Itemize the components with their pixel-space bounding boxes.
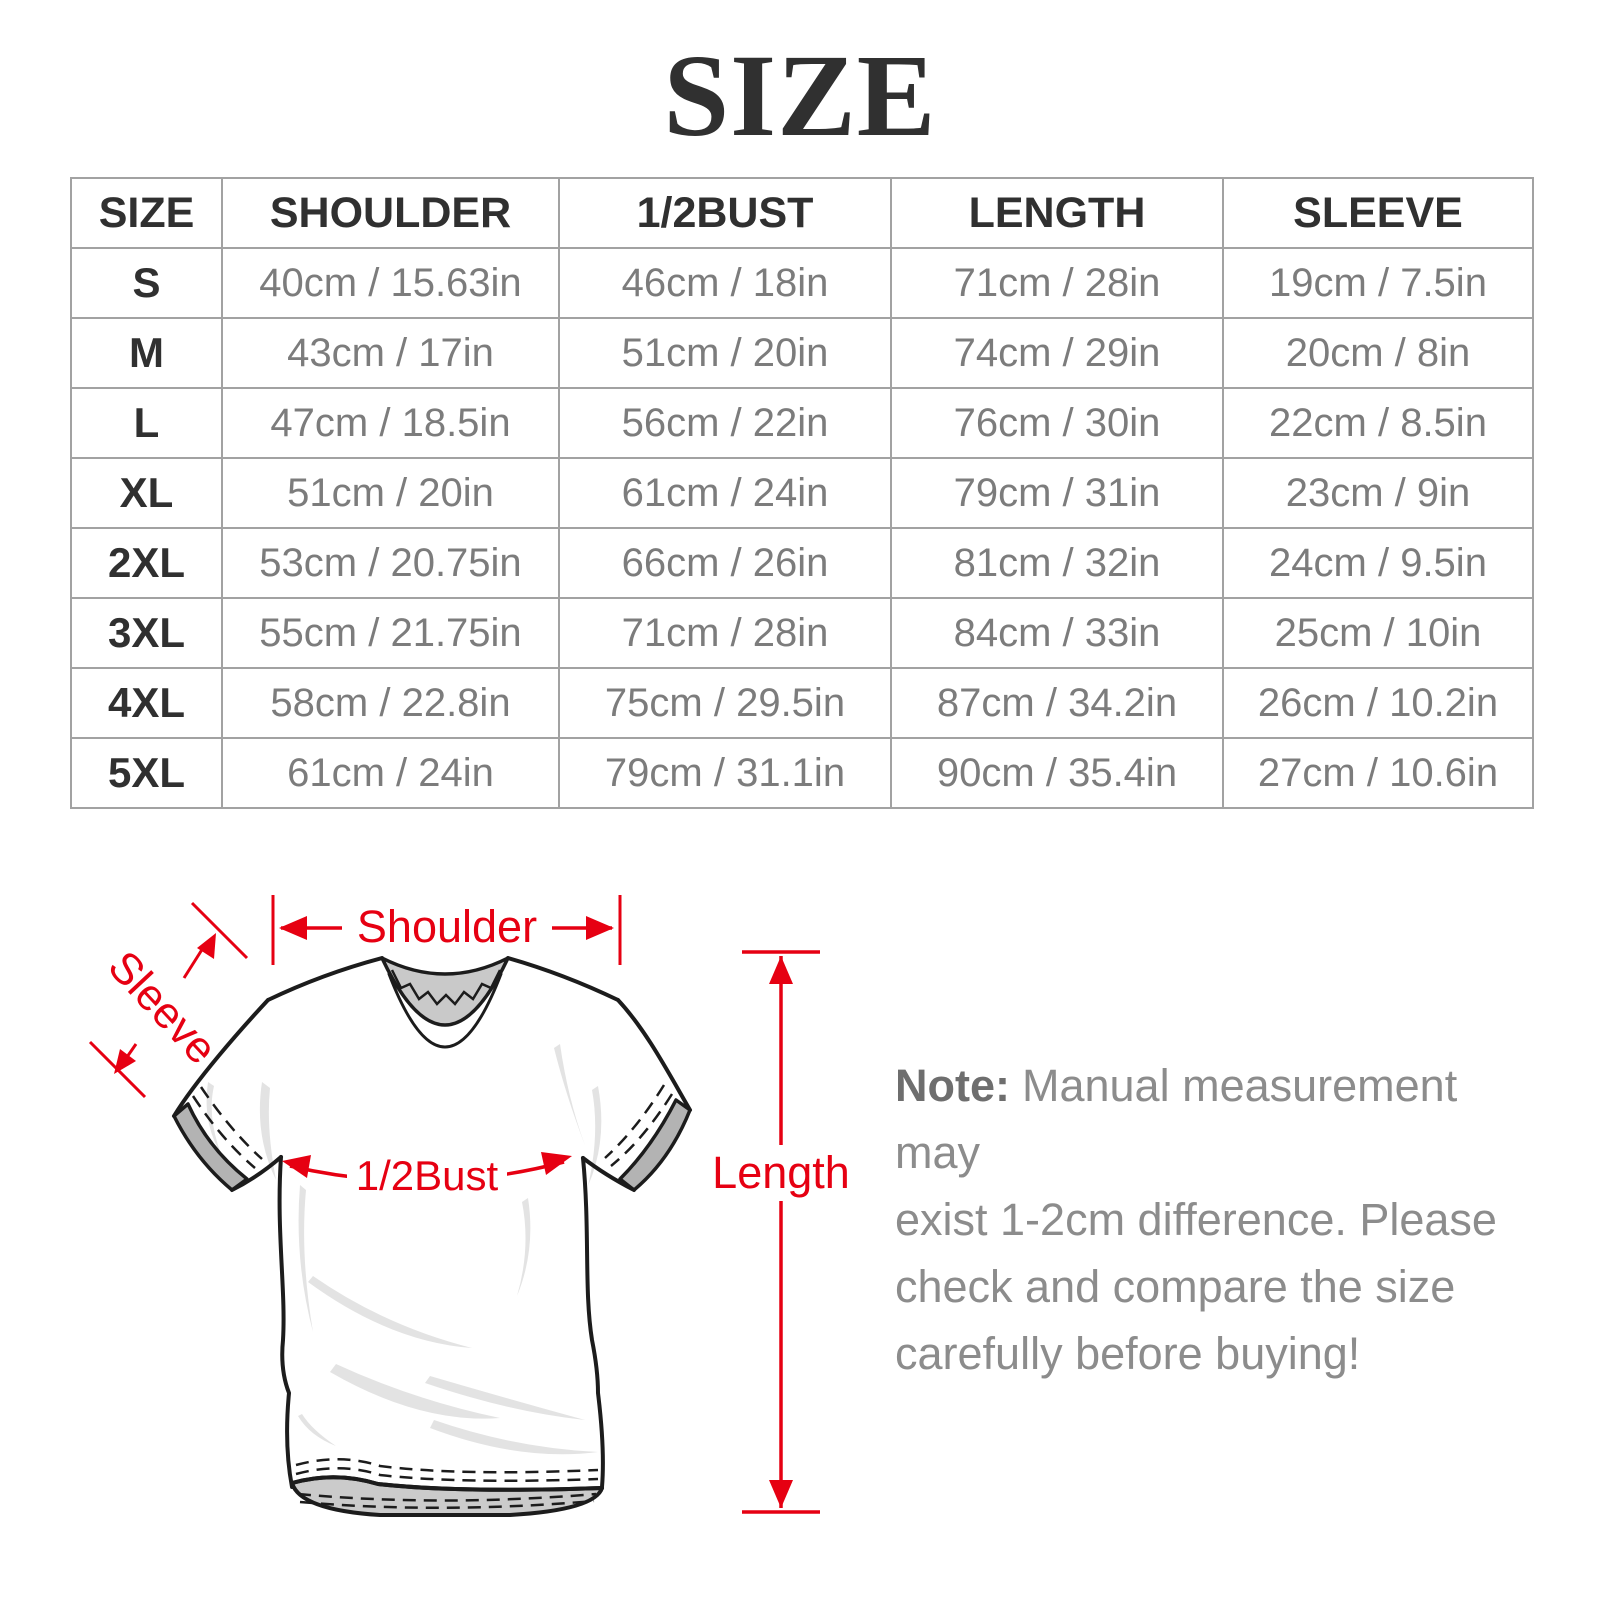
- size-label-cell: M: [70, 317, 223, 389]
- measurement-cell: 40cm / 15.63in: [221, 247, 560, 319]
- measurement-cell: 58cm / 22.8in: [221, 667, 560, 739]
- column-header: SIZE: [70, 177, 223, 249]
- measurement-cell: 26cm / 10.2in: [1222, 667, 1534, 739]
- table-row: 3XL 55cm / 21.75in 71cm / 28in 84cm / 33in 2…: [70, 597, 1534, 669]
- measurement-cell: 23cm / 9in: [1222, 457, 1534, 529]
- measurement-cell: 84cm / 33in: [890, 597, 1224, 669]
- table-row: L 47cm / 18.5in 56cm / 22in 76cm / 30in 22cm…: [70, 387, 1534, 459]
- measurement-cell: 55cm / 21.75in: [221, 597, 560, 669]
- collar-band: [380, 956, 510, 1027]
- table-row: XL 51cm / 20in 61cm / 24in 79cm / 31in 23cm …: [70, 457, 1534, 529]
- size-label-cell: 3XL: [70, 597, 223, 669]
- size-label-cell: XL: [70, 457, 223, 529]
- measurement-cell: 75cm / 29.5in: [558, 667, 892, 739]
- measurement-cell: 61cm / 24in: [558, 457, 892, 529]
- measurement-cell: 90cm / 35.4in: [890, 737, 1224, 809]
- tshirt-illustration: [172, 956, 692, 1517]
- note-line: carefully before buying!: [895, 1328, 1361, 1379]
- measurement-cell: 46cm / 18in: [558, 247, 892, 319]
- table-row: S 40cm / 15.63in 46cm / 18in 71cm / 28in 19c…: [70, 247, 1534, 319]
- measurement-cell: 76cm / 30in: [890, 387, 1224, 459]
- measurement-cell: 79cm / 31in: [890, 457, 1224, 529]
- measurement-cell: 51cm / 20in: [558, 317, 892, 389]
- size-label-cell: 5XL: [70, 737, 223, 809]
- front-neckline-seam: [387, 972, 503, 1049]
- measurement-cell: 56cm / 22in: [558, 387, 892, 459]
- measurement-cell: 79cm / 31.1in: [558, 737, 892, 809]
- measurement-cell: 22cm / 8.5in: [1222, 387, 1534, 459]
- measurement-cell: 66cm / 26in: [558, 527, 892, 599]
- collar-zigzag-stitch: [390, 969, 502, 1006]
- header-row: SIZE SHOULDER 1/2BUST LENGTH SLEEVE: [70, 177, 1534, 249]
- table-row: 5XL 61cm / 24in 79cm / 31.1in 90cm / 35.4in…: [70, 737, 1534, 809]
- measurement-note: Note: Manual measurement may exist 1-2cm …: [895, 1052, 1520, 1387]
- table-row: 4XL 58cm / 22.8in 75cm / 29.5in 87cm / 34.2…: [70, 667, 1534, 739]
- page-title: SIZE: [663, 30, 937, 161]
- note-line: Note: Manual measurement may: [895, 1052, 1520, 1186]
- note-line1-text: Manual measurement may: [895, 1060, 1458, 1178]
- column-header: SHOULDER: [221, 177, 560, 249]
- hem-underlayer: [290, 1475, 604, 1517]
- note-line: check and compare the size: [895, 1261, 1456, 1312]
- shoulder-annotation-label: Shoulder: [342, 898, 552, 956]
- measurement-cell: 71cm / 28in: [890, 247, 1224, 319]
- size-table: SIZE SHOULDER 1/2BUST LENGTH SLEEVE S 40cm / …: [70, 177, 1534, 809]
- measurement-cell: 27cm / 10.6in: [1222, 737, 1534, 809]
- wrinkle-shading: [206, 1044, 602, 1455]
- measurement-cell: 43cm / 17in: [221, 317, 560, 389]
- measurement-cell: 61cm / 24in: [221, 737, 560, 809]
- measurement-cell: 87cm / 34.2in: [890, 667, 1224, 739]
- measurement-cell: 51cm / 20in: [221, 457, 560, 529]
- measurement-cell: 71cm / 28in: [558, 597, 892, 669]
- note-label: Note:: [895, 1060, 1010, 1111]
- size-label-cell: 2XL: [70, 527, 223, 599]
- size-label-cell: 4XL: [70, 667, 223, 739]
- measurement-cell: 24cm / 9.5in: [1222, 527, 1534, 599]
- tshirt-outline: [172, 956, 692, 1492]
- measurement-cell: 47cm / 18.5in: [221, 387, 560, 459]
- length-annotation-label: Length: [703, 1145, 859, 1201]
- measurement-cell: 74cm / 29in: [890, 317, 1224, 389]
- measurement-cell: 53cm / 20.75in: [221, 527, 560, 599]
- size-label-cell: L: [70, 387, 223, 459]
- column-header: LENGTH: [890, 177, 1224, 249]
- note-line: exist 1-2cm difference. Please: [895, 1194, 1497, 1245]
- bust-annotation-label: 1/2Bust: [347, 1149, 507, 1203]
- table-row: 2XL 53cm / 20.75in 66cm / 26in 81cm / 32in 2…: [70, 527, 1534, 599]
- left-cuff: [172, 1102, 249, 1192]
- right-cuff: [618, 1098, 692, 1192]
- column-header: 1/2BUST: [558, 177, 892, 249]
- column-header: SLEEVE: [1222, 177, 1534, 249]
- table-row: M 43cm / 17in 51cm / 20in 74cm / 29in 20cm /…: [70, 317, 1534, 389]
- measurement-cell: 81cm / 32in: [890, 527, 1224, 599]
- size-label-cell: S: [70, 247, 223, 319]
- measurement-cell: 19cm / 7.5in: [1222, 247, 1534, 319]
- measurement-cell: 25cm / 10in: [1222, 597, 1534, 669]
- measurement-cell: 20cm / 8in: [1222, 317, 1534, 389]
- length-measure-arrow: [742, 950, 820, 1514]
- sleeve-annotation-label: Sleeve: [98, 941, 227, 1074]
